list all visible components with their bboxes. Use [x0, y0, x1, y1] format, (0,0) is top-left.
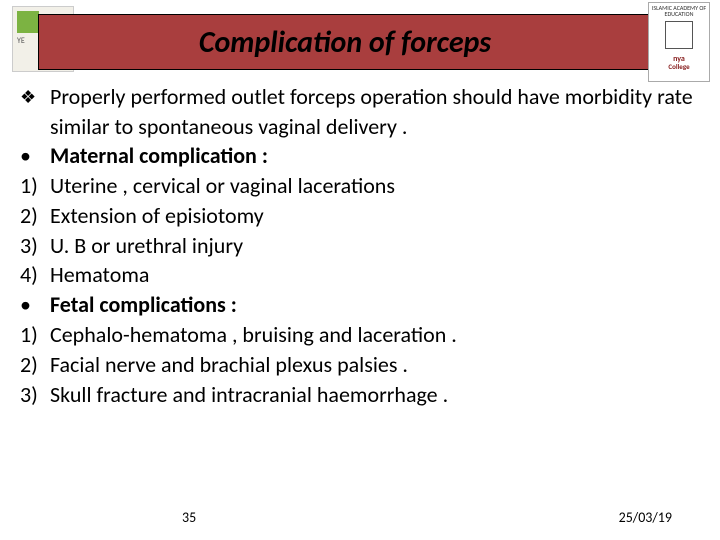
list-item-text: Hematoma [50, 260, 700, 290]
maternal-item-4: 4) Hematoma [20, 260, 700, 290]
logo-right-line1: ISLAMIC ACADEMY OF EDUCATION [649, 5, 709, 17]
fetal-item-3: 3) Skull fracture and intracranial haemo… [20, 380, 700, 410]
maternal-heading: Maternal complication : [50, 141, 700, 171]
fetal-item-1: 1) Cephalo-hematoma , bruising and lacer… [20, 320, 700, 350]
list-marker: 3) [20, 231, 50, 261]
dot-bullet-icon: • [20, 290, 50, 320]
list-item-text: Uterine , cervical or vaginal laceration… [50, 171, 700, 201]
logo-left-square [17, 11, 39, 33]
logo-left-line1: YE [17, 37, 25, 45]
list-marker: 1) [20, 171, 50, 201]
maternal-item-1: 1) Uterine , cervical or vaginal lacerat… [20, 171, 700, 201]
fetal-heading-row: • Fetal complications : [20, 290, 700, 320]
list-item-text: Cephalo-hematoma , bruising and lacerati… [50, 320, 700, 350]
dot-bullet-icon: • [20, 141, 50, 171]
list-marker: 3) [20, 380, 50, 410]
list-marker: 4) [20, 260, 50, 290]
title-bar: Complication of forceps [38, 14, 652, 70]
list-item-text: Skull fracture and intracranial haemorrh… [50, 380, 700, 410]
slide-title: Complication of forceps [199, 24, 491, 61]
slide: YE Complication of forceps ISLAMIC ACADE… [0, 0, 720, 540]
fetal-heading: Fetal complications : [50, 290, 700, 320]
maternal-heading-row: • Maternal complication : [20, 141, 700, 171]
list-item-text: Facial nerve and brachial plexus palsies… [50, 350, 700, 380]
diamond-bullet-icon: ❖ [20, 82, 50, 112]
list-item-text: U. B or urethral injury [50, 231, 700, 261]
content-area: ❖ Properly performed outlet forceps oper… [20, 82, 700, 409]
logo-right-line3: College [649, 63, 709, 70]
intro-row: ❖ Properly performed outlet forceps oper… [20, 82, 700, 141]
logo-left-text: YE [17, 37, 25, 45]
maternal-item-2: 2) Extension of episiotomy [20, 201, 700, 231]
fetal-item-2: 2) Facial nerve and brachial plexus pals… [20, 350, 700, 380]
intro-text: Properly performed outlet forceps operat… [50, 82, 700, 141]
logo-right-emblem [665, 21, 693, 49]
maternal-item-3: 3) U. B or urethral injury [20, 231, 700, 261]
slide-date: 25/03/19 [619, 509, 672, 526]
list-marker: 2) [20, 201, 50, 231]
list-marker: 1) [20, 320, 50, 350]
list-item-text: Extension of episiotomy [50, 201, 700, 231]
logo-right: ISLAMIC ACADEMY OF EDUCATION nya College [648, 2, 710, 82]
list-marker: 2) [20, 350, 50, 380]
slide-number: 35 [182, 509, 196, 526]
